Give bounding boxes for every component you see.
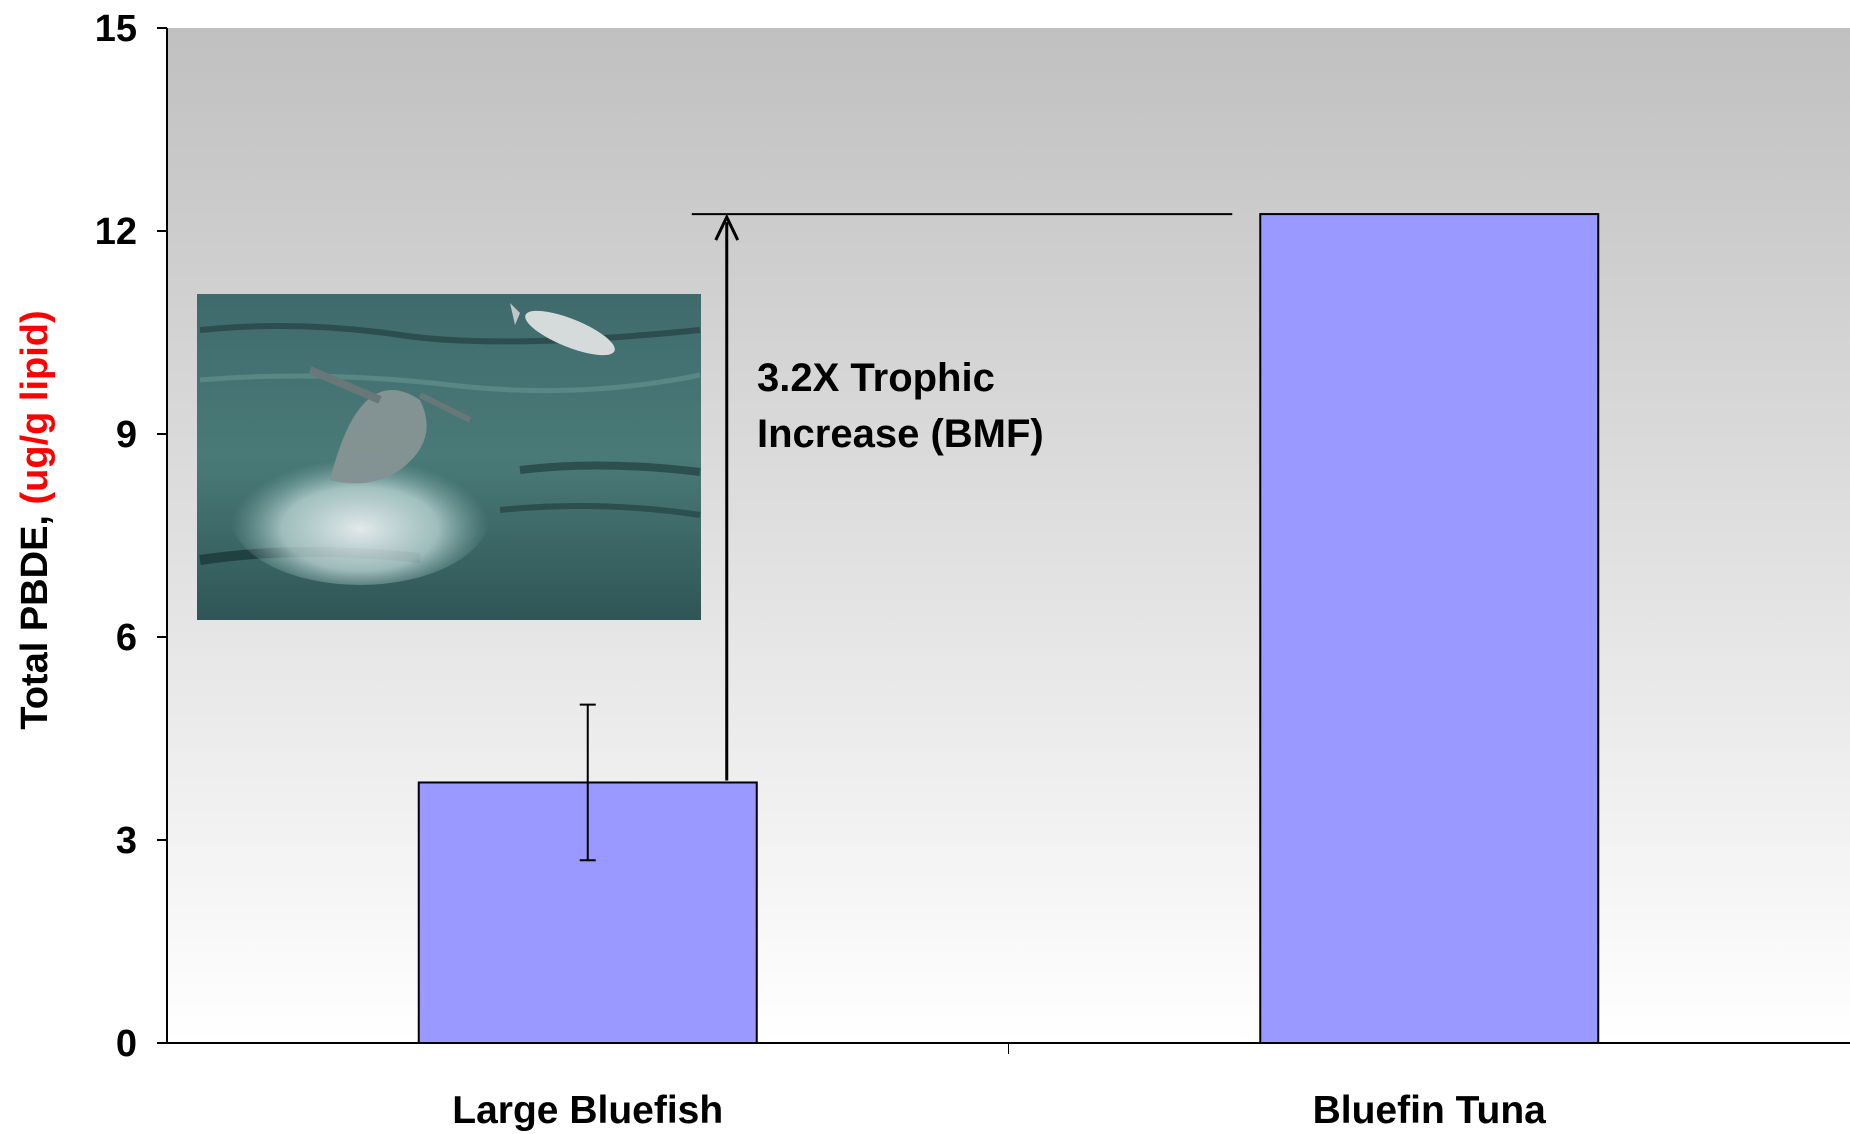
bar-bluefin-tuna bbox=[1259, 213, 1600, 1045]
arrow-head-icon bbox=[714, 213, 740, 241]
y-axis-label: Total PBDE, (ug/g lipid) bbox=[14, 310, 56, 729]
x-tick-label-bluefin-tuna: Bluefin Tuna bbox=[1313, 1089, 1547, 1132]
x-tick-label-large-bluefish: Large Bluefish bbox=[452, 1089, 723, 1132]
annotation-line-2: Increase (BMF) bbox=[757, 412, 1044, 456]
y-axis-label-unit: (ug/g lipid) bbox=[14, 310, 56, 504]
error-bar bbox=[579, 703, 596, 862]
y-tick-label: 9 bbox=[116, 414, 137, 456]
y-tick-label: 3 bbox=[116, 820, 137, 862]
y-tick-label: 15 bbox=[95, 8, 137, 50]
y-tick-label: 12 bbox=[95, 211, 137, 253]
annotation-line-1: 3.2X Trophic bbox=[757, 356, 995, 400]
y-tick-label: 6 bbox=[116, 617, 137, 659]
inset-photo bbox=[197, 294, 701, 620]
y-tick-label: 0 bbox=[116, 1023, 137, 1065]
y-axis-label-main: Total PBDE, bbox=[14, 504, 56, 729]
